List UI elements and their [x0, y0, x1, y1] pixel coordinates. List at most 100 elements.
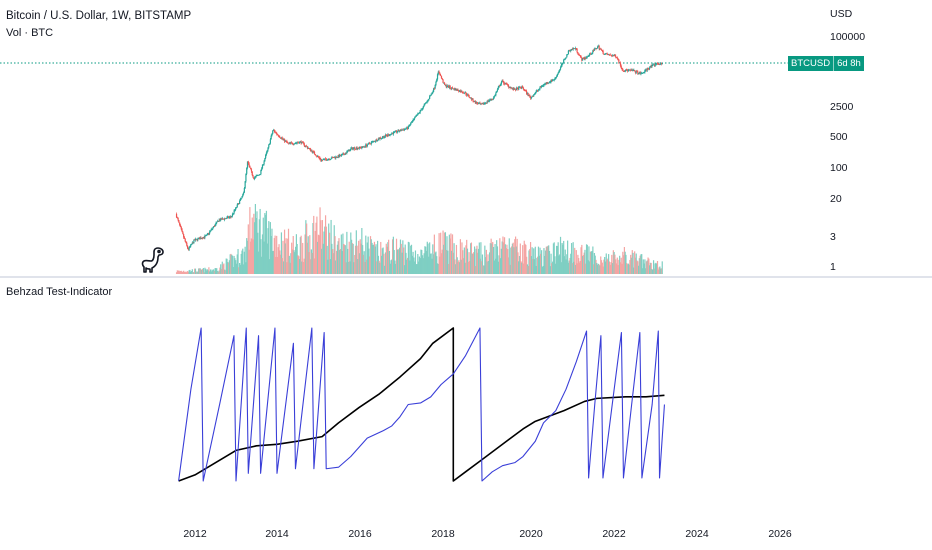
candle: [334, 157, 336, 159]
volume-bar: [631, 250, 633, 274]
volume-bar: [592, 246, 594, 274]
candle: [296, 142, 298, 144]
symbol-title[interactable]: Bitcoin / U.S. Dollar, 1W, BITSTAMP: [6, 10, 192, 22]
candle: [251, 171, 253, 176]
candle: [630, 69, 632, 71]
candle: [351, 147, 353, 150]
candle: [656, 62, 658, 65]
candle: [324, 158, 327, 160]
candle: [574, 48, 576, 50]
volume-bar: [437, 264, 439, 274]
candle: [469, 97, 471, 98]
candle: [382, 136, 384, 138]
candle: [187, 248, 189, 250]
candle: [578, 53, 580, 55]
volume-bar: [492, 246, 495, 274]
dinosaur-logo-icon[interactable]: [140, 246, 166, 274]
candle: [505, 82, 507, 84]
volume-bar: [656, 260, 659, 274]
candle: [312, 151, 314, 153]
candle: [272, 130, 275, 131]
candle: [462, 92, 465, 94]
candle: [454, 88, 456, 91]
volume-bar: [429, 242, 431, 274]
volume-bar: [538, 255, 540, 274]
volume-bar: [443, 244, 445, 274]
volume-bar: [494, 244, 496, 274]
volume-bar: [611, 263, 614, 274]
volume-bar: [451, 250, 453, 274]
candle: [507, 84, 509, 86]
volume-bar: [593, 264, 595, 274]
volume-bar: [588, 246, 590, 274]
candle: [199, 237, 201, 240]
volume-bar: [627, 263, 629, 274]
indicator-legend[interactable]: Behzad Test-Indicator: [6, 286, 113, 298]
volume-bar: [391, 239, 394, 274]
volume-bar: [459, 262, 461, 274]
volume-legend[interactable]: Vol · BTC: [6, 27, 54, 39]
candle: [271, 133, 273, 136]
candle: [559, 69, 561, 71]
candle: [568, 50, 570, 52]
candle: [384, 134, 387, 137]
candle: [628, 69, 630, 71]
candle: [189, 246, 191, 248]
candle: [238, 203, 240, 205]
currency-label[interactable]: USD: [830, 8, 853, 20]
candle: [328, 158, 331, 160]
volume-bar: [530, 256, 532, 274]
candle: [577, 52, 579, 54]
volume-bar: [644, 259, 646, 274]
candle: [518, 87, 520, 90]
candle: [656, 62, 659, 64]
volume-bar: [402, 240, 404, 274]
volume-bar: [433, 234, 435, 274]
volume-bar: [215, 268, 217, 274]
candle: [570, 49, 573, 51]
volume-bar: [465, 245, 467, 274]
candle: [485, 102, 487, 104]
volume-bar: [220, 264, 222, 274]
volume-bar: [190, 271, 193, 274]
candle: [292, 143, 294, 145]
volume-bar: [657, 269, 659, 274]
candle: [254, 177, 256, 180]
pane-separator[interactable]: [0, 276, 932, 278]
candle: [614, 54, 616, 56]
volume-bar: [498, 255, 500, 274]
volume-bar: [510, 247, 512, 274]
candle: [635, 71, 637, 73]
candle: [276, 132, 278, 135]
candle: [616, 57, 618, 59]
candle: [524, 90, 526, 92]
candle: [550, 79, 552, 82]
candle: [362, 146, 365, 148]
volume-bar: [475, 248, 477, 274]
volume-bar: [300, 235, 302, 274]
volume-bar: [317, 241, 319, 274]
candle: [500, 84, 502, 86]
candle: [247, 161, 249, 164]
volume-bar: [455, 244, 458, 274]
candle: [268, 144, 270, 148]
candle: [410, 123, 412, 125]
volume-bar: [426, 241, 428, 274]
candle: [216, 221, 219, 222]
candle: [408, 125, 410, 127]
candle: [649, 67, 651, 69]
volume-bar: [503, 237, 506, 274]
candle: [491, 99, 493, 100]
candle: [439, 72, 441, 76]
candle: [258, 174, 260, 176]
candle: [531, 96, 533, 97]
candle: [536, 90, 538, 92]
candle: [555, 76, 558, 78]
volume-bar: [272, 251, 274, 274]
candle: [205, 234, 208, 236]
current-price-tag[interactable]: BTCUSD 6d 8h: [788, 56, 864, 71]
candle: [634, 71, 637, 73]
volume-bar: [381, 248, 383, 274]
